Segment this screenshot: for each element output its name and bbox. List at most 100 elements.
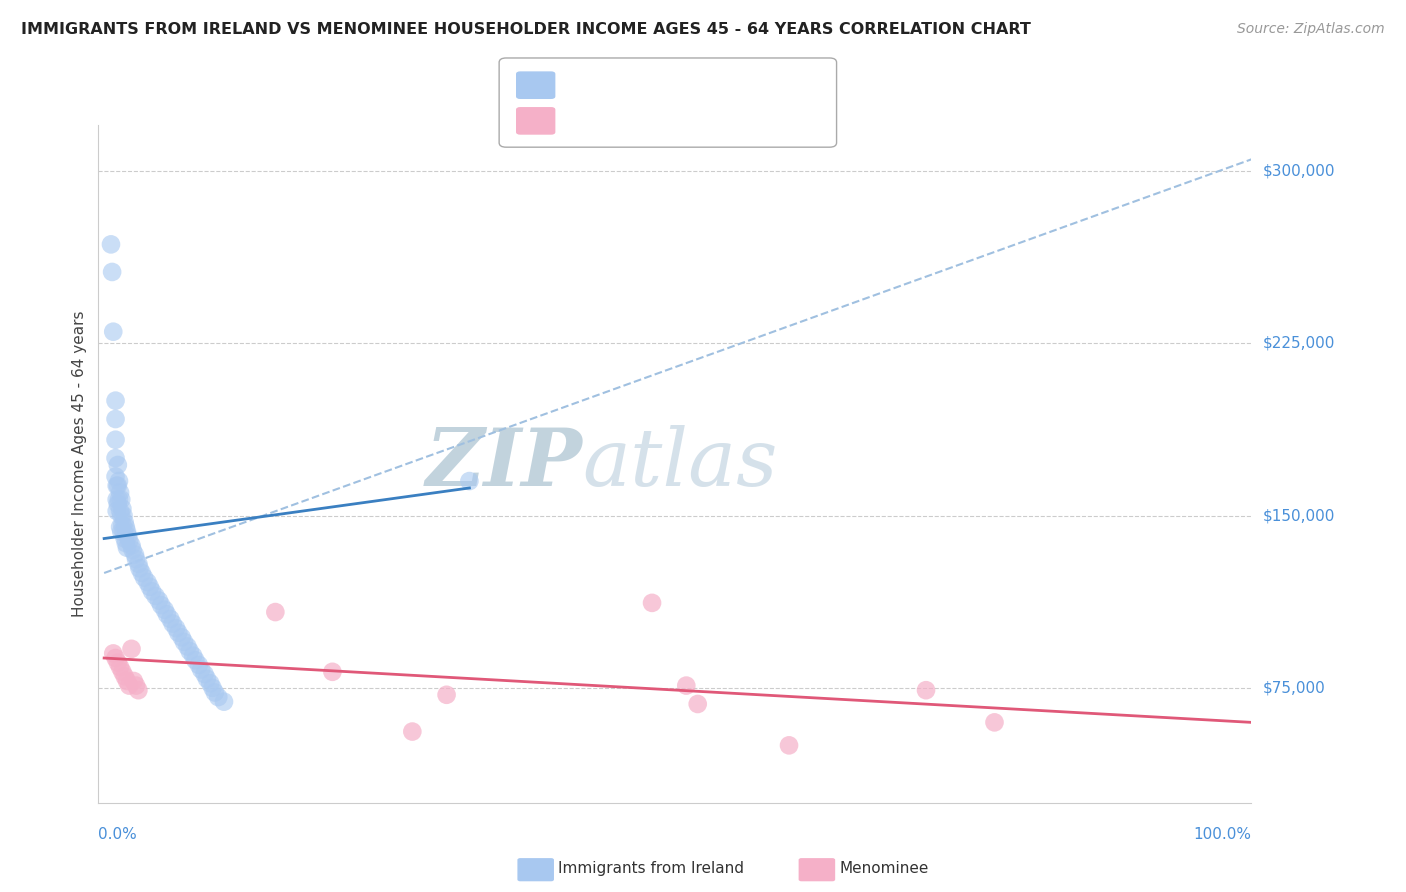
Text: IMMIGRANTS FROM IRELAND VS MENOMINEE HOUSEHOLDER INCOME AGES 45 - 64 YEARS CORRE: IMMIGRANTS FROM IRELAND VS MENOMINEE HOU… <box>21 22 1031 37</box>
Point <box>181 648 204 663</box>
Text: $75,000: $75,000 <box>1263 681 1326 696</box>
Point <box>124 548 146 562</box>
Point <box>121 538 143 552</box>
Text: Source: ZipAtlas.com: Source: ZipAtlas.com <box>1237 22 1385 37</box>
Point <box>675 679 697 693</box>
Text: $225,000: $225,000 <box>1263 335 1334 351</box>
Point <box>170 631 193 645</box>
Y-axis label: Householder Income Ages 45 - 64 years: Householder Income Ages 45 - 64 years <box>72 310 87 617</box>
Text: $300,000: $300,000 <box>1263 163 1334 178</box>
Point <box>110 492 132 507</box>
Point <box>117 529 139 543</box>
Point <box>108 474 131 488</box>
Text: $150,000: $150,000 <box>1263 508 1334 523</box>
Point <box>111 501 134 516</box>
Text: 0.0%: 0.0% <box>98 827 138 841</box>
Point <box>195 672 218 686</box>
Point <box>167 625 190 640</box>
Point <box>103 325 125 339</box>
Text: 100.0%: 100.0% <box>1194 827 1251 841</box>
Point <box>108 492 131 507</box>
Point <box>141 584 163 599</box>
Point <box>105 504 128 518</box>
Point <box>104 412 127 426</box>
Point <box>436 688 458 702</box>
Point <box>115 524 138 539</box>
Point <box>145 589 167 603</box>
Point <box>915 683 938 698</box>
Point <box>179 644 201 658</box>
Point <box>173 635 195 649</box>
Point <box>104 469 127 483</box>
Point <box>107 458 129 472</box>
Point <box>105 478 128 492</box>
Point <box>104 651 127 665</box>
Point <box>148 593 170 607</box>
Point <box>115 541 138 555</box>
Point <box>108 660 131 674</box>
Point <box>110 524 132 539</box>
Text: R = -0.415  N = 22: R = -0.415 N = 22 <box>558 113 723 128</box>
Point <box>114 520 136 534</box>
Point <box>107 478 129 492</box>
Point <box>112 524 135 539</box>
Point <box>107 497 129 511</box>
Point <box>125 679 148 693</box>
Point <box>132 571 155 585</box>
Point <box>200 676 222 690</box>
Point <box>153 603 176 617</box>
Point <box>111 665 134 679</box>
Point <box>321 665 343 679</box>
Point <box>104 393 127 408</box>
Point <box>131 566 153 580</box>
Text: R =  0.066  N = 72: R = 0.066 N = 72 <box>558 78 723 92</box>
Point <box>108 485 131 500</box>
Text: atlas: atlas <box>582 425 778 502</box>
Point <box>212 695 235 709</box>
Point <box>686 697 709 711</box>
Point <box>114 532 136 546</box>
Point <box>458 474 481 488</box>
Point <box>114 536 136 550</box>
Point <box>190 663 212 677</box>
Point <box>176 640 198 654</box>
Point <box>184 653 207 667</box>
Point <box>127 683 149 698</box>
Point <box>778 739 800 753</box>
Point <box>103 647 125 661</box>
Point <box>128 561 150 575</box>
Point <box>111 517 134 532</box>
Point <box>118 679 141 693</box>
Point <box>118 533 141 548</box>
Point <box>122 673 145 688</box>
Point <box>108 504 131 518</box>
Point <box>104 451 127 466</box>
Point <box>136 575 159 590</box>
Point <box>112 508 135 523</box>
Point <box>194 667 217 681</box>
Point <box>114 669 136 683</box>
Point <box>983 715 1005 730</box>
Point <box>165 621 187 635</box>
Point <box>121 641 143 656</box>
Point <box>207 690 229 704</box>
Point <box>110 508 132 523</box>
Point <box>114 516 136 530</box>
Point <box>107 656 129 670</box>
Point <box>264 605 287 619</box>
Text: Immigrants from Ireland: Immigrants from Ireland <box>558 862 744 876</box>
Point <box>127 557 149 571</box>
Point <box>641 596 664 610</box>
Point <box>401 724 423 739</box>
Point <box>108 520 131 534</box>
Point <box>201 681 224 695</box>
Point <box>156 607 179 622</box>
Point <box>105 492 128 507</box>
Point <box>159 612 181 626</box>
Point <box>125 552 148 566</box>
Point <box>101 265 124 279</box>
Point <box>115 673 138 688</box>
Point <box>121 543 143 558</box>
Point <box>150 598 173 612</box>
Point <box>204 685 226 699</box>
